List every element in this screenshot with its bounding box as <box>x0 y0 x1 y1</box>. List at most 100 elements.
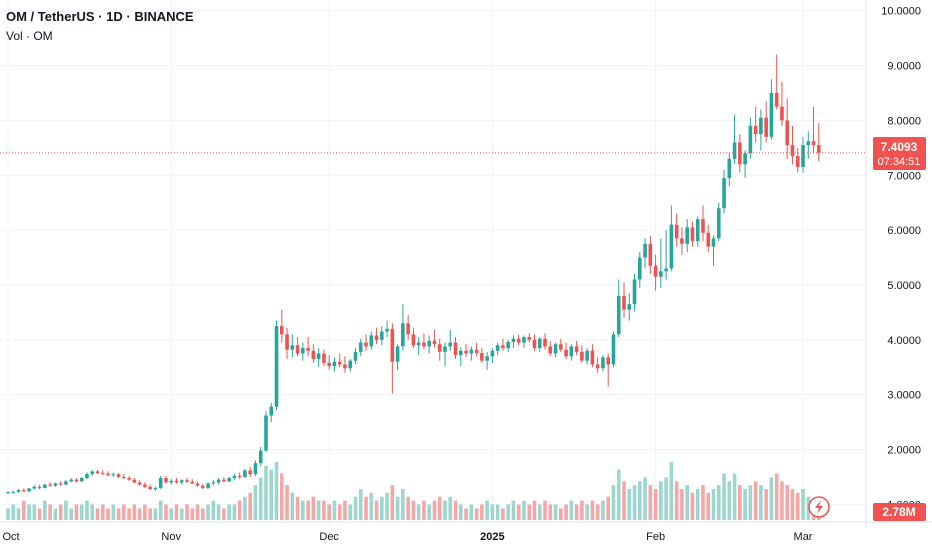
candle-body[interactable] <box>248 470 252 475</box>
candle-body[interactable] <box>111 474 116 476</box>
candle-body[interactable] <box>659 271 663 277</box>
candle-body[interactable] <box>669 224 674 269</box>
candle-body[interactable] <box>785 120 790 146</box>
candle-body[interactable] <box>543 338 547 347</box>
candle-body[interactable] <box>738 142 742 165</box>
candle-body[interactable] <box>795 156 800 168</box>
candle-body[interactable] <box>79 478 84 482</box>
candle-body[interactable] <box>116 474 121 477</box>
candle-body[interactable] <box>327 362 331 367</box>
candle-body[interactable] <box>480 352 484 361</box>
candle-body[interactable] <box>685 227 689 244</box>
candle-body[interactable] <box>369 335 374 347</box>
candle-body[interactable] <box>164 478 168 483</box>
candle-body[interactable] <box>364 342 368 347</box>
candle-body[interactable] <box>174 480 179 483</box>
candle-body[interactable] <box>585 350 589 361</box>
candle-body[interactable] <box>58 483 63 485</box>
candle-body[interactable] <box>753 125 758 135</box>
candle-body[interactable] <box>501 345 505 349</box>
candle-body[interactable] <box>748 125 753 154</box>
candle-body[interactable] <box>185 480 189 482</box>
candle-body[interactable] <box>258 450 263 464</box>
candle-body[interactable] <box>727 158 732 179</box>
candle-body[interactable] <box>716 208 721 239</box>
candle-body[interactable] <box>616 295 621 335</box>
candle-body[interactable] <box>69 479 73 482</box>
price-axis[interactable]: 1.00002.00003.00004.00005.00006.00007.00… <box>881 6 921 512</box>
candle-body[interactable] <box>158 478 163 488</box>
lightning-icon[interactable] <box>808 496 830 518</box>
candle-body[interactable] <box>306 348 310 351</box>
candle-body[interactable] <box>106 473 110 476</box>
candle-body[interactable] <box>385 328 389 332</box>
candle-body[interactable] <box>279 326 284 335</box>
candle-body[interactable] <box>148 486 152 489</box>
candle-body[interactable] <box>458 350 463 356</box>
candle-body[interactable] <box>206 483 210 488</box>
candle-body[interactable] <box>401 323 405 347</box>
candle-body[interactable] <box>701 219 705 233</box>
candle-body[interactable] <box>537 338 542 349</box>
candle-body[interactable] <box>448 342 453 347</box>
candle-body[interactable] <box>638 257 642 280</box>
candle-body[interactable] <box>343 364 347 369</box>
candle-body[interactable] <box>511 338 516 343</box>
candle-body[interactable] <box>353 351 358 361</box>
candle-body[interactable] <box>453 342 458 356</box>
candle-body[interactable] <box>432 340 437 345</box>
candle-body[interactable] <box>522 337 526 343</box>
candle-body[interactable] <box>227 478 231 482</box>
candle-body[interactable] <box>348 360 353 369</box>
candle-body[interactable] <box>21 490 26 492</box>
candle-body[interactable] <box>358 342 363 352</box>
candle-body[interactable] <box>469 349 474 354</box>
candle-body[interactable] <box>374 335 379 340</box>
candle-body[interactable] <box>285 334 289 350</box>
candle-body[interactable] <box>11 491 16 493</box>
candle-body[interactable] <box>237 475 242 477</box>
candle-body[interactable] <box>569 346 574 357</box>
candle-body[interactable] <box>390 328 395 362</box>
candle-body[interactable] <box>243 470 247 477</box>
candle-body[interactable] <box>564 349 568 357</box>
candle-body[interactable] <box>601 357 605 369</box>
candle-body[interactable] <box>653 265 658 277</box>
candle-body[interactable] <box>506 342 510 349</box>
candle-body[interactable] <box>627 304 632 310</box>
candle-body[interactable] <box>722 178 726 209</box>
candle-body[interactable] <box>37 486 42 488</box>
candle-body[interactable] <box>574 346 579 352</box>
candle-body[interactable] <box>427 340 431 347</box>
candle-body[interactable] <box>64 481 68 485</box>
candle-body[interactable] <box>759 117 763 135</box>
candle-body[interactable] <box>732 142 737 159</box>
candle-body[interactable] <box>595 364 600 369</box>
candle-body[interactable] <box>422 342 426 347</box>
candle-body[interactable] <box>764 117 768 137</box>
candle-body[interactable] <box>337 361 342 365</box>
candle-body[interactable] <box>801 145 805 168</box>
candle-body[interactable] <box>143 484 147 487</box>
candle-body[interactable] <box>132 479 137 483</box>
candle-body[interactable] <box>695 219 700 242</box>
candle-body[interactable] <box>85 474 89 479</box>
candle-body[interactable] <box>485 356 489 361</box>
candle-body[interactable] <box>443 346 447 352</box>
candle-body[interactable] <box>179 480 184 483</box>
candle-body[interactable] <box>27 488 31 492</box>
candle-body[interactable] <box>690 227 695 242</box>
candle-body[interactable] <box>464 350 468 354</box>
candle-body[interactable] <box>122 476 126 479</box>
candle-body[interactable] <box>648 243 653 266</box>
candle-body[interactable] <box>264 415 268 451</box>
candle-body[interactable] <box>774 93 779 107</box>
candle-body[interactable] <box>711 238 716 247</box>
candle-body[interactable] <box>295 345 300 354</box>
candle-body[interactable] <box>632 279 637 305</box>
candle-body[interactable] <box>611 334 616 365</box>
candle-body[interactable] <box>769 93 774 137</box>
candle-body[interactable] <box>380 331 384 340</box>
candle-body[interactable] <box>253 463 258 475</box>
candle-body[interactable] <box>53 483 58 486</box>
